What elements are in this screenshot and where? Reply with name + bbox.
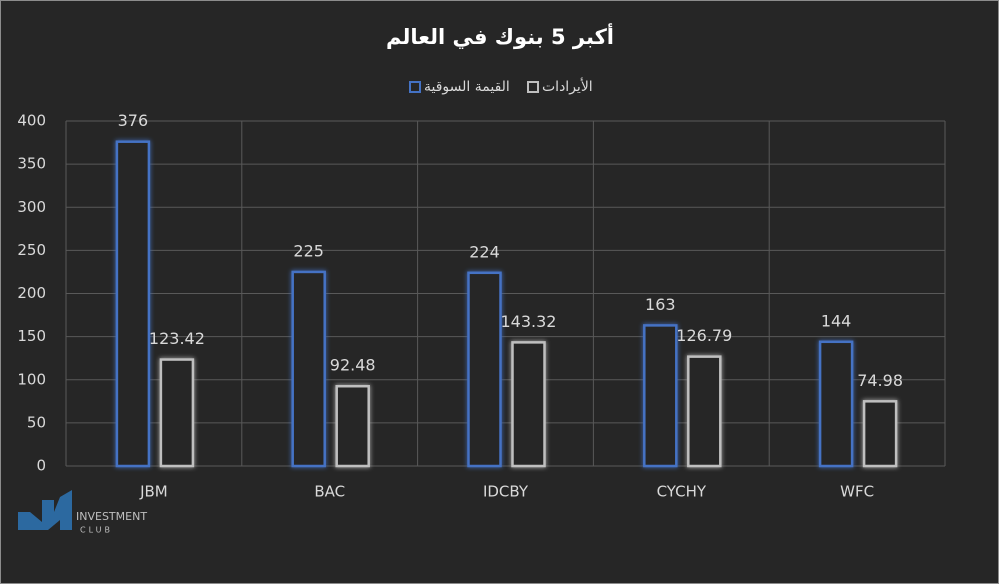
data-label: 144 [821,311,852,330]
bar [862,400,898,468]
logo: INVESTMENT CLUB [18,490,147,535]
bar [511,341,546,468]
data-label: 143.32 [501,312,557,331]
data-label: 163 [645,295,676,314]
y-tick-label: 0 [36,457,46,475]
x-tick-label: CYCHY [657,483,707,501]
data-label: 376 [118,111,149,130]
y-tick-label: 400 [17,112,46,130]
data-label: 225 [293,241,324,260]
logo-text: INVESTMENT [76,510,147,523]
bar [818,340,854,468]
y-tick-label: 100 [17,370,46,388]
y-tick-label: 150 [17,327,46,345]
bar [467,271,502,468]
legend-swatch [409,81,421,93]
chart-title: أكبر 5 بنوك في العالم [386,22,614,49]
data-label: 123.42 [149,329,205,348]
bar [115,140,151,468]
y-tick-label: 250 [17,241,46,259]
x-tick-label: WFC [840,483,874,501]
y-tick-label: 50 [27,413,46,431]
legend-swatch [527,81,539,93]
bar [687,355,722,468]
x-tick-label: BAC [314,483,345,501]
legend-label: الأيرادات [542,77,593,95]
bar [159,358,195,468]
data-label: 126.79 [676,326,732,345]
logo-text: CLUB [80,526,113,535]
y-tick-label: 350 [17,155,46,173]
data-label: 224 [469,242,500,261]
x-tick-label: IDCBY [483,483,529,501]
data-label: 74.98 [857,371,903,390]
y-tick-label: 200 [17,284,46,302]
logo-mark [18,490,72,530]
bar [643,324,678,468]
legend-label: القيمة السوقية [424,79,510,95]
bar [291,270,326,468]
x-tick-label: JBM [139,483,168,501]
data-label: 92.48 [330,356,376,375]
y-tick-label: 300 [17,198,46,216]
bar [335,384,370,468]
